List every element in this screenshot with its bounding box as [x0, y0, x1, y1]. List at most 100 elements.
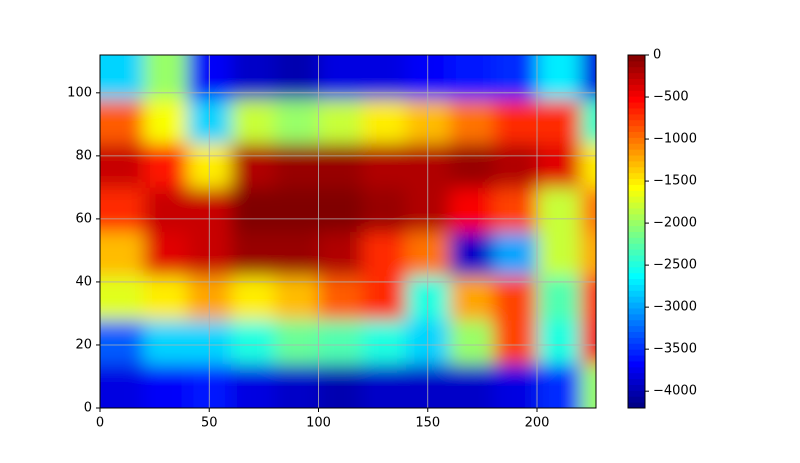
- x-tick-label: 150: [415, 416, 440, 431]
- colorbar-band: [628, 84, 645, 91]
- cell: [449, 363, 494, 408]
- x-tick-label: 200: [525, 416, 550, 431]
- colorbar-tick-label: −4000: [653, 384, 697, 399]
- colorbar-tick-label: −2000: [653, 216, 697, 231]
- colorbar-band: [628, 131, 645, 138]
- cell: [100, 275, 145, 321]
- colorbar-band: [628, 219, 645, 227]
- colorbar-band: [628, 260, 645, 268]
- colorbar-band: [628, 325, 645, 333]
- colorbar-band: [628, 55, 645, 62]
- plot-frame: [99, 54, 597, 409]
- colorbar-band: [628, 337, 645, 344]
- cell: [100, 363, 145, 408]
- colorbar-band: [628, 378, 645, 385]
- colorbar-band: [628, 319, 645, 327]
- colorbar-band: [628, 102, 645, 109]
- cell: [231, 143, 276, 188]
- cell: [274, 143, 320, 188]
- cell: [231, 99, 276, 144]
- colorbar-band: [628, 172, 645, 180]
- cell: [274, 231, 320, 277]
- cell: [449, 99, 494, 144]
- cell: [362, 275, 407, 321]
- colorbar-band: [628, 331, 645, 338]
- cell: [100, 319, 145, 365]
- cell: [449, 143, 494, 188]
- cell: [493, 55, 538, 100]
- cell: [318, 319, 363, 365]
- cell: [493, 319, 538, 365]
- colorbar-band: [628, 231, 645, 238]
- colorbar-band: [628, 119, 645, 127]
- cell: [580, 319, 596, 365]
- cell: [362, 363, 407, 408]
- colorbar-band: [628, 72, 645, 80]
- colorbar-frame: [627, 54, 646, 409]
- colorbar-band: [628, 349, 645, 356]
- colorbar-band: [628, 96, 645, 103]
- colorbar-tick-label: −3500: [653, 342, 697, 357]
- cell: [143, 363, 188, 408]
- cell: [143, 99, 188, 144]
- field: [100, 55, 596, 408]
- cell: [143, 55, 188, 100]
- cell: [318, 231, 363, 277]
- colorbar-band: [628, 60, 645, 68]
- cell: [362, 99, 407, 144]
- colorbar-band: [628, 155, 645, 162]
- cell: [493, 143, 538, 188]
- colorbar-band: [628, 207, 645, 215]
- y-tick-label: 0: [84, 401, 92, 416]
- colorbar-band: [628, 149, 645, 156]
- cell: [143, 187, 188, 232]
- colorbar-band: [628, 143, 645, 150]
- colorbar-band: [628, 402, 645, 409]
- colorbar-band: [628, 249, 645, 256]
- cell: [100, 231, 145, 277]
- colorbar-band: [628, 366, 645, 374]
- cell: [537, 363, 582, 408]
- colorbar-band: [628, 237, 645, 244]
- cell: [493, 99, 538, 144]
- cell: [449, 231, 494, 277]
- cell: [362, 319, 407, 365]
- cell: [493, 187, 538, 232]
- cell: [274, 99, 320, 144]
- cell: [318, 187, 363, 232]
- cell: [231, 231, 276, 277]
- colorbar-band: [628, 160, 645, 168]
- colorbar-band: [628, 307, 645, 315]
- cell: [274, 275, 320, 321]
- cells: [100, 55, 596, 408]
- cell: [274, 363, 320, 408]
- colorbar-tick-label: 0: [653, 48, 661, 63]
- cell: [493, 231, 538, 277]
- cell: [580, 363, 596, 408]
- colorbar-band: [628, 313, 645, 321]
- cell: [100, 187, 145, 232]
- y-tick-label: 100: [67, 85, 92, 100]
- cell: [449, 275, 494, 321]
- cell: [231, 187, 276, 232]
- colorbar-band: [628, 125, 645, 132]
- colorbar-band: [628, 196, 645, 203]
- colorbar-band: [628, 78, 645, 85]
- y-tick-label: 40: [75, 274, 92, 289]
- cell: [318, 363, 363, 408]
- cell: [449, 187, 494, 232]
- cell: [537, 143, 582, 188]
- colorbar-tick-label: −3000: [653, 300, 697, 315]
- cell: [493, 275, 538, 321]
- cell: [318, 99, 363, 144]
- cell: [537, 99, 582, 144]
- colorbar-tick-label: −1000: [653, 132, 697, 147]
- colorbar-band: [628, 384, 645, 391]
- colorbar-band: [628, 166, 645, 174]
- colorbar-band: [628, 343, 645, 350]
- cell: [580, 143, 596, 188]
- cell: [100, 99, 145, 144]
- cell: [143, 143, 188, 188]
- colorbar-band: [628, 202, 645, 209]
- colorbar-band: [628, 243, 645, 250]
